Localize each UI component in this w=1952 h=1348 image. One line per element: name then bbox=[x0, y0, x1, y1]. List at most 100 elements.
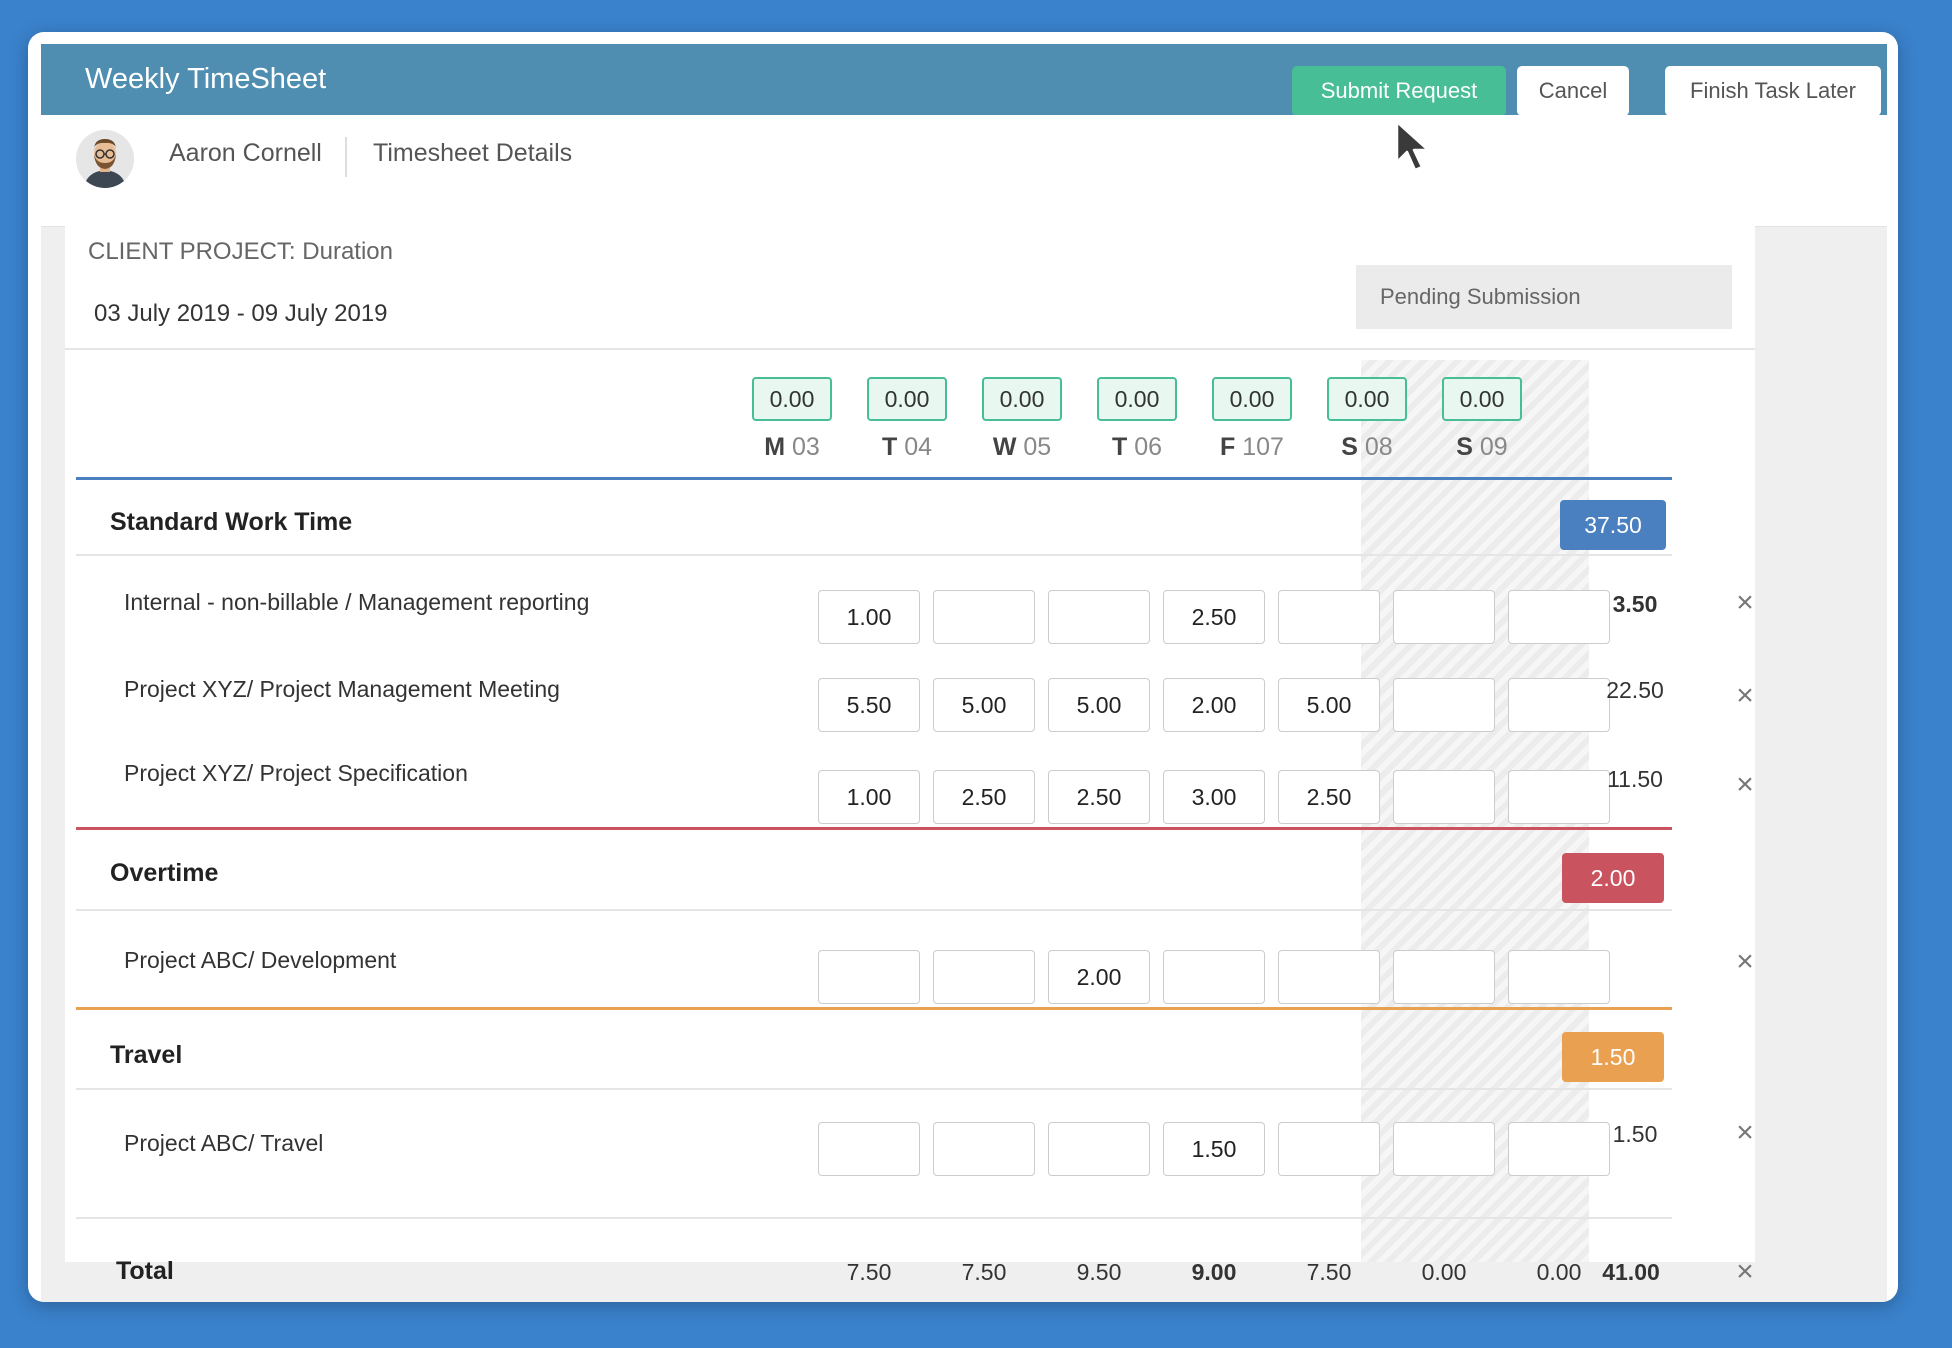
user-avatar-icon bbox=[76, 130, 134, 188]
day-label: F 107 bbox=[1212, 433, 1292, 462]
remove-row-icon[interactable]: × bbox=[1736, 768, 1754, 801]
hours-input[interactable]: 1.00 bbox=[818, 590, 920, 644]
day-total-badge: 0.00 bbox=[752, 377, 832, 421]
submit-request-button[interactable]: Submit Request bbox=[1292, 66, 1506, 116]
day-number: 03 bbox=[791, 433, 820, 461]
hours-input[interactable] bbox=[1048, 590, 1150, 644]
hours-input[interactable]: 5.00 bbox=[1048, 678, 1150, 732]
day-grand-total: 7.50 bbox=[846, 1259, 892, 1285]
hours-input[interactable] bbox=[1278, 590, 1380, 644]
hours-input[interactable] bbox=[1393, 770, 1495, 824]
task-label: Project XYZ/ Project Management Meeting bbox=[124, 676, 560, 702]
status-badge: Pending Submission bbox=[1356, 265, 1732, 329]
hours-input[interactable]: 5.50 bbox=[818, 678, 920, 732]
section-total-badge: 1.50 bbox=[1562, 1032, 1664, 1082]
hours-input[interactable] bbox=[1393, 1122, 1495, 1176]
day-number: 107 bbox=[1242, 433, 1284, 461]
hours-input[interactable]: 2.50 bbox=[1163, 590, 1265, 644]
day-grand-total: 9.00 bbox=[1191, 1259, 1237, 1285]
hours-input[interactable]: 5.00 bbox=[933, 678, 1035, 732]
row-total: 1.50 bbox=[1612, 1121, 1658, 1147]
hours-input[interactable] bbox=[1508, 770, 1610, 824]
row-total: 3.50 bbox=[1612, 591, 1658, 617]
section-divider bbox=[76, 1007, 1672, 1010]
hours-input[interactable] bbox=[1393, 678, 1495, 732]
hours-input[interactable] bbox=[1508, 678, 1610, 732]
row-total: 22.50 bbox=[1606, 677, 1664, 703]
hours-input[interactable] bbox=[1508, 590, 1610, 644]
hours-input[interactable]: 2.50 bbox=[933, 770, 1035, 824]
hours-input[interactable] bbox=[1278, 1122, 1380, 1176]
day-column-header: 0.00 W 05 bbox=[982, 377, 1062, 462]
hours-input[interactable] bbox=[1508, 950, 1610, 1004]
day-grand-total: 7.50 bbox=[1306, 1259, 1352, 1285]
totals-divider bbox=[76, 1217, 1672, 1219]
remove-row-icon[interactable]: × bbox=[1736, 586, 1754, 619]
remove-row-icon[interactable]: × bbox=[1736, 945, 1754, 978]
row-divider bbox=[76, 909, 1672, 911]
hours-input[interactable]: 1.00 bbox=[818, 770, 920, 824]
day-letter: S bbox=[1456, 433, 1473, 461]
section-title: Travel bbox=[110, 1041, 183, 1069]
timesheet-card: CLIENT PROJECT: Duration 03 July 2019 - … bbox=[65, 215, 1755, 1287]
hours-input[interactable] bbox=[1393, 590, 1495, 644]
hours-input[interactable]: 2.00 bbox=[1163, 678, 1265, 732]
header-separator bbox=[345, 137, 347, 177]
day-number: 04 bbox=[904, 433, 933, 461]
hours-input[interactable]: 3.00 bbox=[1163, 770, 1265, 824]
day-label: T 04 bbox=[867, 433, 947, 462]
avatar bbox=[76, 130, 134, 188]
day-total-badge: 0.00 bbox=[982, 377, 1062, 421]
section-total-badge: 37.50 bbox=[1560, 500, 1666, 550]
day-number: 05 bbox=[1023, 433, 1052, 461]
hours-input[interactable] bbox=[1278, 950, 1380, 1004]
section-divider bbox=[76, 827, 1672, 830]
title-bar: Weekly TimeSheet Submit Request Cancel F… bbox=[41, 44, 1887, 116]
timesheet-details-title: Timesheet Details bbox=[373, 139, 573, 167]
row-divider bbox=[76, 554, 1672, 556]
day-letter: T bbox=[1111, 433, 1128, 461]
day-letter: W bbox=[992, 433, 1017, 461]
hours-input[interactable] bbox=[933, 950, 1035, 1004]
hours-input[interactable] bbox=[1163, 950, 1265, 1004]
hours-input[interactable]: 2.50 bbox=[1278, 770, 1380, 824]
hours-input[interactable]: 1.50 bbox=[1163, 1122, 1265, 1176]
hours-input[interactable] bbox=[933, 590, 1035, 644]
hours-input[interactable] bbox=[818, 1122, 920, 1176]
header-divider bbox=[65, 348, 1755, 350]
day-number: 06 bbox=[1134, 433, 1163, 461]
day-letter: F bbox=[1220, 433, 1236, 461]
task-label: Project XYZ/ Project Specification bbox=[124, 760, 468, 786]
day-grand-total: 7.50 bbox=[961, 1259, 1007, 1285]
day-grand-total: 0.00 bbox=[1536, 1259, 1582, 1285]
day-letter: T bbox=[881, 433, 898, 461]
day-total-badge: 0.00 bbox=[1212, 377, 1292, 421]
hours-input[interactable] bbox=[1048, 1122, 1150, 1176]
hours-input[interactable] bbox=[818, 950, 920, 1004]
section-title: Standard Work Time bbox=[110, 508, 353, 536]
day-label: M 03 bbox=[752, 433, 832, 462]
row-total: 11.50 bbox=[1607, 766, 1663, 792]
remove-row-icon[interactable]: × bbox=[1736, 1116, 1754, 1149]
day-total-badge: 0.00 bbox=[1327, 377, 1407, 421]
hours-input[interactable] bbox=[1508, 1122, 1610, 1176]
day-number: 08 bbox=[1364, 433, 1393, 461]
grand-total: 41.00 bbox=[1602, 1259, 1660, 1285]
day-label: S 08 bbox=[1327, 433, 1407, 462]
day-label: T 06 bbox=[1097, 433, 1177, 462]
day-column-header: 0.00 T 06 bbox=[1097, 377, 1177, 462]
hours-input[interactable]: 2.00 bbox=[1048, 950, 1150, 1004]
cancel-button[interactable]: Cancel bbox=[1517, 66, 1629, 116]
row-divider bbox=[76, 1088, 1672, 1090]
hours-input[interactable]: 2.50 bbox=[1048, 770, 1150, 824]
task-label: Project ABC/ Development bbox=[124, 947, 397, 973]
hours-input[interactable] bbox=[1393, 950, 1495, 1004]
finish-task-later-button[interactable]: Finish Task Later bbox=[1665, 66, 1881, 116]
mouse-pointer-icon bbox=[1395, 120, 1430, 172]
remove-row-icon[interactable]: × bbox=[1736, 1255, 1754, 1288]
hours-input[interactable] bbox=[933, 1122, 1035, 1176]
day-number: 09 bbox=[1479, 433, 1508, 461]
remove-row-icon[interactable]: × bbox=[1736, 679, 1754, 712]
hours-input[interactable]: 5.00 bbox=[1278, 678, 1380, 732]
section-divider bbox=[76, 477, 1672, 480]
